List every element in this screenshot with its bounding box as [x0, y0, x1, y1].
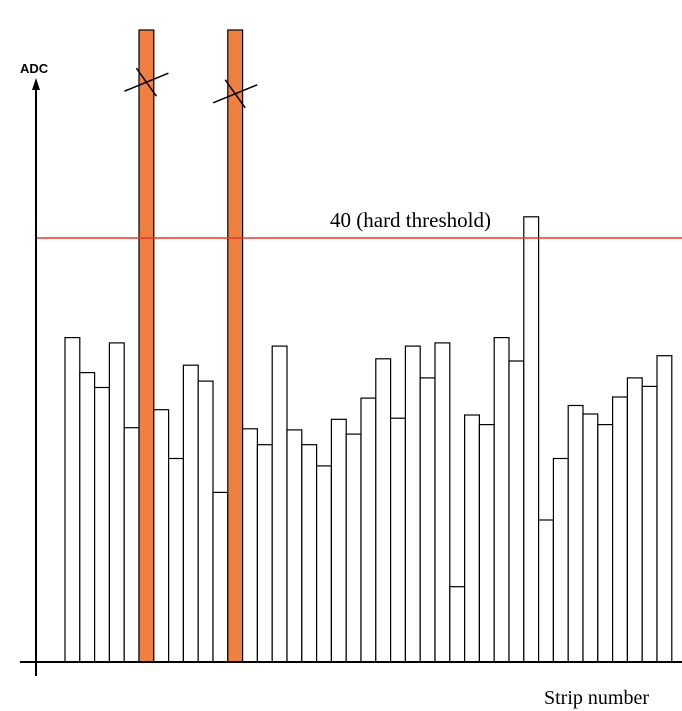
strip-bar: [493, 337, 510, 663]
strip-bar: [508, 360, 525, 663]
strip-bar: [79, 372, 96, 663]
strip-bar: [404, 345, 421, 663]
strip-bar: [360, 397, 377, 663]
strip-bar: [523, 216, 540, 663]
strip-bar: [449, 586, 466, 663]
strip-bar: [537, 519, 554, 663]
strip-bar: [64, 337, 81, 663]
strip-bar-noisy: [227, 29, 244, 663]
strip-bar: [567, 404, 584, 663]
strip-bar: [597, 424, 614, 663]
y-axis-label: ADC: [20, 61, 49, 76]
strip-bar: [168, 457, 185, 663]
cross-mark: [224, 79, 246, 109]
strip-bar: [197, 380, 214, 663]
strip-bar: [153, 409, 170, 663]
strip-bar: [419, 377, 436, 663]
strip-bar: [478, 424, 495, 663]
strip-bar-noisy: [138, 29, 155, 663]
strip-bar: [345, 433, 362, 663]
strip-bar: [626, 377, 643, 663]
strip-bar: [256, 444, 273, 663]
strip-bar: [242, 428, 259, 663]
strip-bar: [434, 342, 451, 663]
strip-bar: [108, 342, 125, 663]
strip-bar: [316, 465, 333, 663]
bars-group: [64, 29, 673, 663]
strip-bar: [182, 364, 199, 663]
strip-bar: [611, 396, 628, 663]
strip-bar: [271, 345, 288, 663]
strip-bar: [464, 414, 481, 663]
strip-bar: [93, 386, 110, 663]
strip-bar: [656, 355, 673, 663]
strip-bar: [301, 444, 318, 663]
x-axis-label: Strip number: [544, 687, 649, 709]
crosses-group: [124, 67, 258, 109]
strip-bar: [286, 429, 303, 663]
cross-mark: [135, 67, 158, 97]
strip-bar: [212, 491, 229, 663]
strip-bar: [330, 418, 347, 663]
strip-bar: [390, 417, 407, 663]
strip-bar: [375, 358, 392, 663]
strip-bar: [123, 427, 140, 663]
strip-bar: [552, 457, 569, 663]
y-axis-arrowhead: [32, 78, 40, 90]
strip-bar: [641, 385, 658, 663]
strip-bar: [582, 413, 599, 663]
threshold-label: 40 (hard threshold): [330, 208, 491, 232]
